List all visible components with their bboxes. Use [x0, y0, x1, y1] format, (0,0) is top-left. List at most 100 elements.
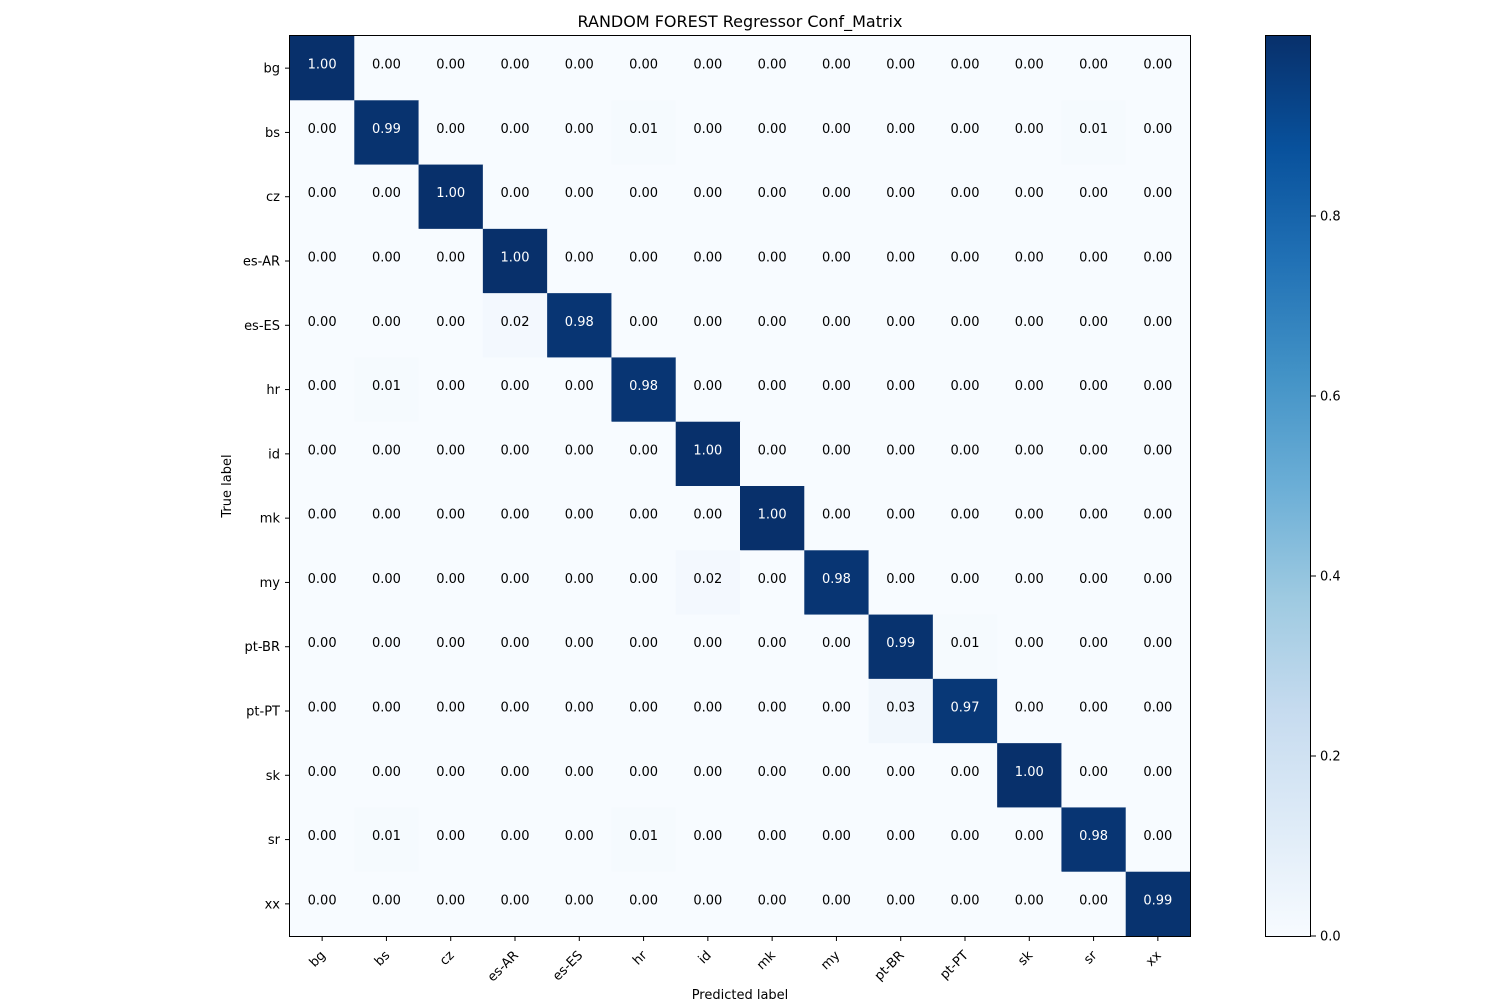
heatmap-cell	[932, 807, 998, 873]
cell-value-label: 0.00	[758, 58, 787, 73]
cell-value-label: 0.00	[1143, 251, 1172, 266]
heatmap-cell	[740, 100, 805, 166]
heatmap-cell	[1125, 421, 1191, 487]
cell-value-label: 0.00	[886, 186, 915, 201]
heatmap-cell	[740, 164, 805, 230]
cell-value-label: 0.00	[693, 829, 722, 844]
cell-value-label: 0.00	[1079, 443, 1108, 458]
cell-value-label: 0.00	[1015, 122, 1044, 137]
heatmap-cell	[354, 486, 420, 551]
cell-value-label: 0.00	[629, 701, 658, 716]
cell-value-label: 0.00	[372, 701, 401, 716]
cell-value-label: 0.00	[565, 443, 594, 458]
heatmap-cell	[740, 678, 805, 744]
heatmap-cell	[290, 550, 355, 616]
cell-value-label: 0.00	[693, 315, 722, 330]
heatmap-cell	[418, 550, 484, 616]
x-tick-label: mk	[754, 948, 779, 973]
heatmap-cell	[675, 421, 741, 487]
y-tick-label: xx	[265, 897, 281, 912]
cell-value-label: 0.00	[565, 572, 594, 587]
cell-value-label: 0.00	[308, 893, 337, 908]
heatmap-cell	[418, 36, 484, 101]
heatmap-cell	[290, 293, 355, 359]
heatmap-cell	[1125, 807, 1191, 873]
cell-value-label: 0.00	[886, 58, 915, 73]
y-tick-label: bg	[263, 62, 280, 77]
cell-value-label: 0.00	[629, 508, 658, 523]
cell-value-label: 0.00	[693, 893, 722, 908]
heatmap-cell	[482, 486, 548, 551]
cell-value-label: 0.00	[886, 251, 915, 266]
heatmap-cells	[290, 36, 1191, 937]
heatmap-cell	[611, 421, 677, 487]
colorbar-tick-label: 0.6	[1320, 390, 1341, 405]
cell-value-label: 0.00	[1143, 636, 1172, 651]
heatmap-cell	[932, 486, 998, 551]
heatmap-cell	[290, 357, 355, 423]
cell-value-label: 0.00	[951, 315, 980, 330]
heatmap-cell	[611, 36, 677, 101]
cell-value-label: 0.00	[951, 508, 980, 523]
heatmap-cell	[997, 486, 1063, 551]
cell-value-label: 0.03	[886, 701, 915, 716]
cell-value-label: 0.00	[501, 122, 530, 137]
cell-value-label: 0.01	[951, 636, 980, 651]
heatmap-cell	[418, 228, 484, 294]
heatmap-cell	[740, 421, 805, 487]
heatmap-cell	[354, 550, 420, 616]
heatmap-cell	[675, 293, 741, 359]
heatmap-cell	[611, 228, 677, 294]
heatmap-cell	[868, 293, 934, 359]
cell-value-label: 0.00	[565, 186, 594, 201]
heatmap-cell	[354, 871, 420, 937]
heatmap-cell	[418, 357, 484, 423]
x-tick-label: pt-PT	[937, 948, 972, 983]
heatmap-cell	[997, 550, 1063, 616]
heatmap-cell	[354, 36, 420, 101]
heatmap-cell	[1061, 293, 1127, 359]
cell-value-label: 0.00	[758, 379, 787, 394]
cell-value-label: 0.00	[1079, 186, 1108, 201]
heatmap-cell	[290, 164, 355, 230]
heatmap-cell	[354, 614, 420, 680]
cell-value-label: 0.00	[372, 443, 401, 458]
y-tick-label: my	[260, 576, 281, 591]
cell-value-label: 0.00	[308, 829, 337, 844]
cell-value-label: 0.00	[565, 893, 594, 908]
cell-value-label: 0.00	[822, 186, 851, 201]
x-axis-label: Predicted label	[692, 988, 789, 1000]
x-axis-ticks: bg bs cz es-AR es-ES hr id mk my pt-BR pt-PT sk sr xx	[307, 936, 1165, 985]
y-tick-label: hr	[266, 383, 280, 398]
cell-value-label: 0.00	[758, 443, 787, 458]
y-tick-label: es-AR	[243, 255, 280, 270]
heatmap-cell	[547, 550, 613, 616]
cell-value-label: 0.00	[822, 251, 851, 266]
cell-value-label: 0.00	[693, 186, 722, 201]
heatmap-cell	[740, 807, 805, 873]
heatmap-cell	[740, 614, 805, 680]
heatmap-cell	[932, 550, 998, 616]
heatmap-cell	[290, 678, 355, 744]
y-tick-label: id	[268, 447, 280, 462]
cell-value-label: 0.00	[565, 251, 594, 266]
cell-value-label: 0.00	[693, 765, 722, 780]
heatmap-cell	[932, 678, 998, 744]
cell-value-label: 0.01	[629, 122, 658, 137]
heatmap-cell	[482, 421, 548, 487]
heatmap-cell	[675, 550, 741, 616]
cell-value-label: 0.00	[1079, 315, 1108, 330]
heatmap-cell	[675, 36, 741, 101]
heatmap-cell	[482, 293, 548, 359]
cell-value-label: 0.00	[501, 572, 530, 587]
heatmap-cell	[675, 614, 741, 680]
cell-value-label: 0.00	[1143, 315, 1172, 330]
x-tick-label: bg	[307, 948, 329, 970]
heatmap-cell	[482, 614, 548, 680]
cell-value-label: 1.00	[758, 508, 787, 523]
heatmap-cell	[290, 100, 355, 166]
y-tick-label: mk	[260, 512, 281, 527]
heatmap-cell	[1125, 486, 1191, 551]
heatmap-cell	[1061, 100, 1127, 166]
heatmap-cell	[354, 357, 420, 423]
